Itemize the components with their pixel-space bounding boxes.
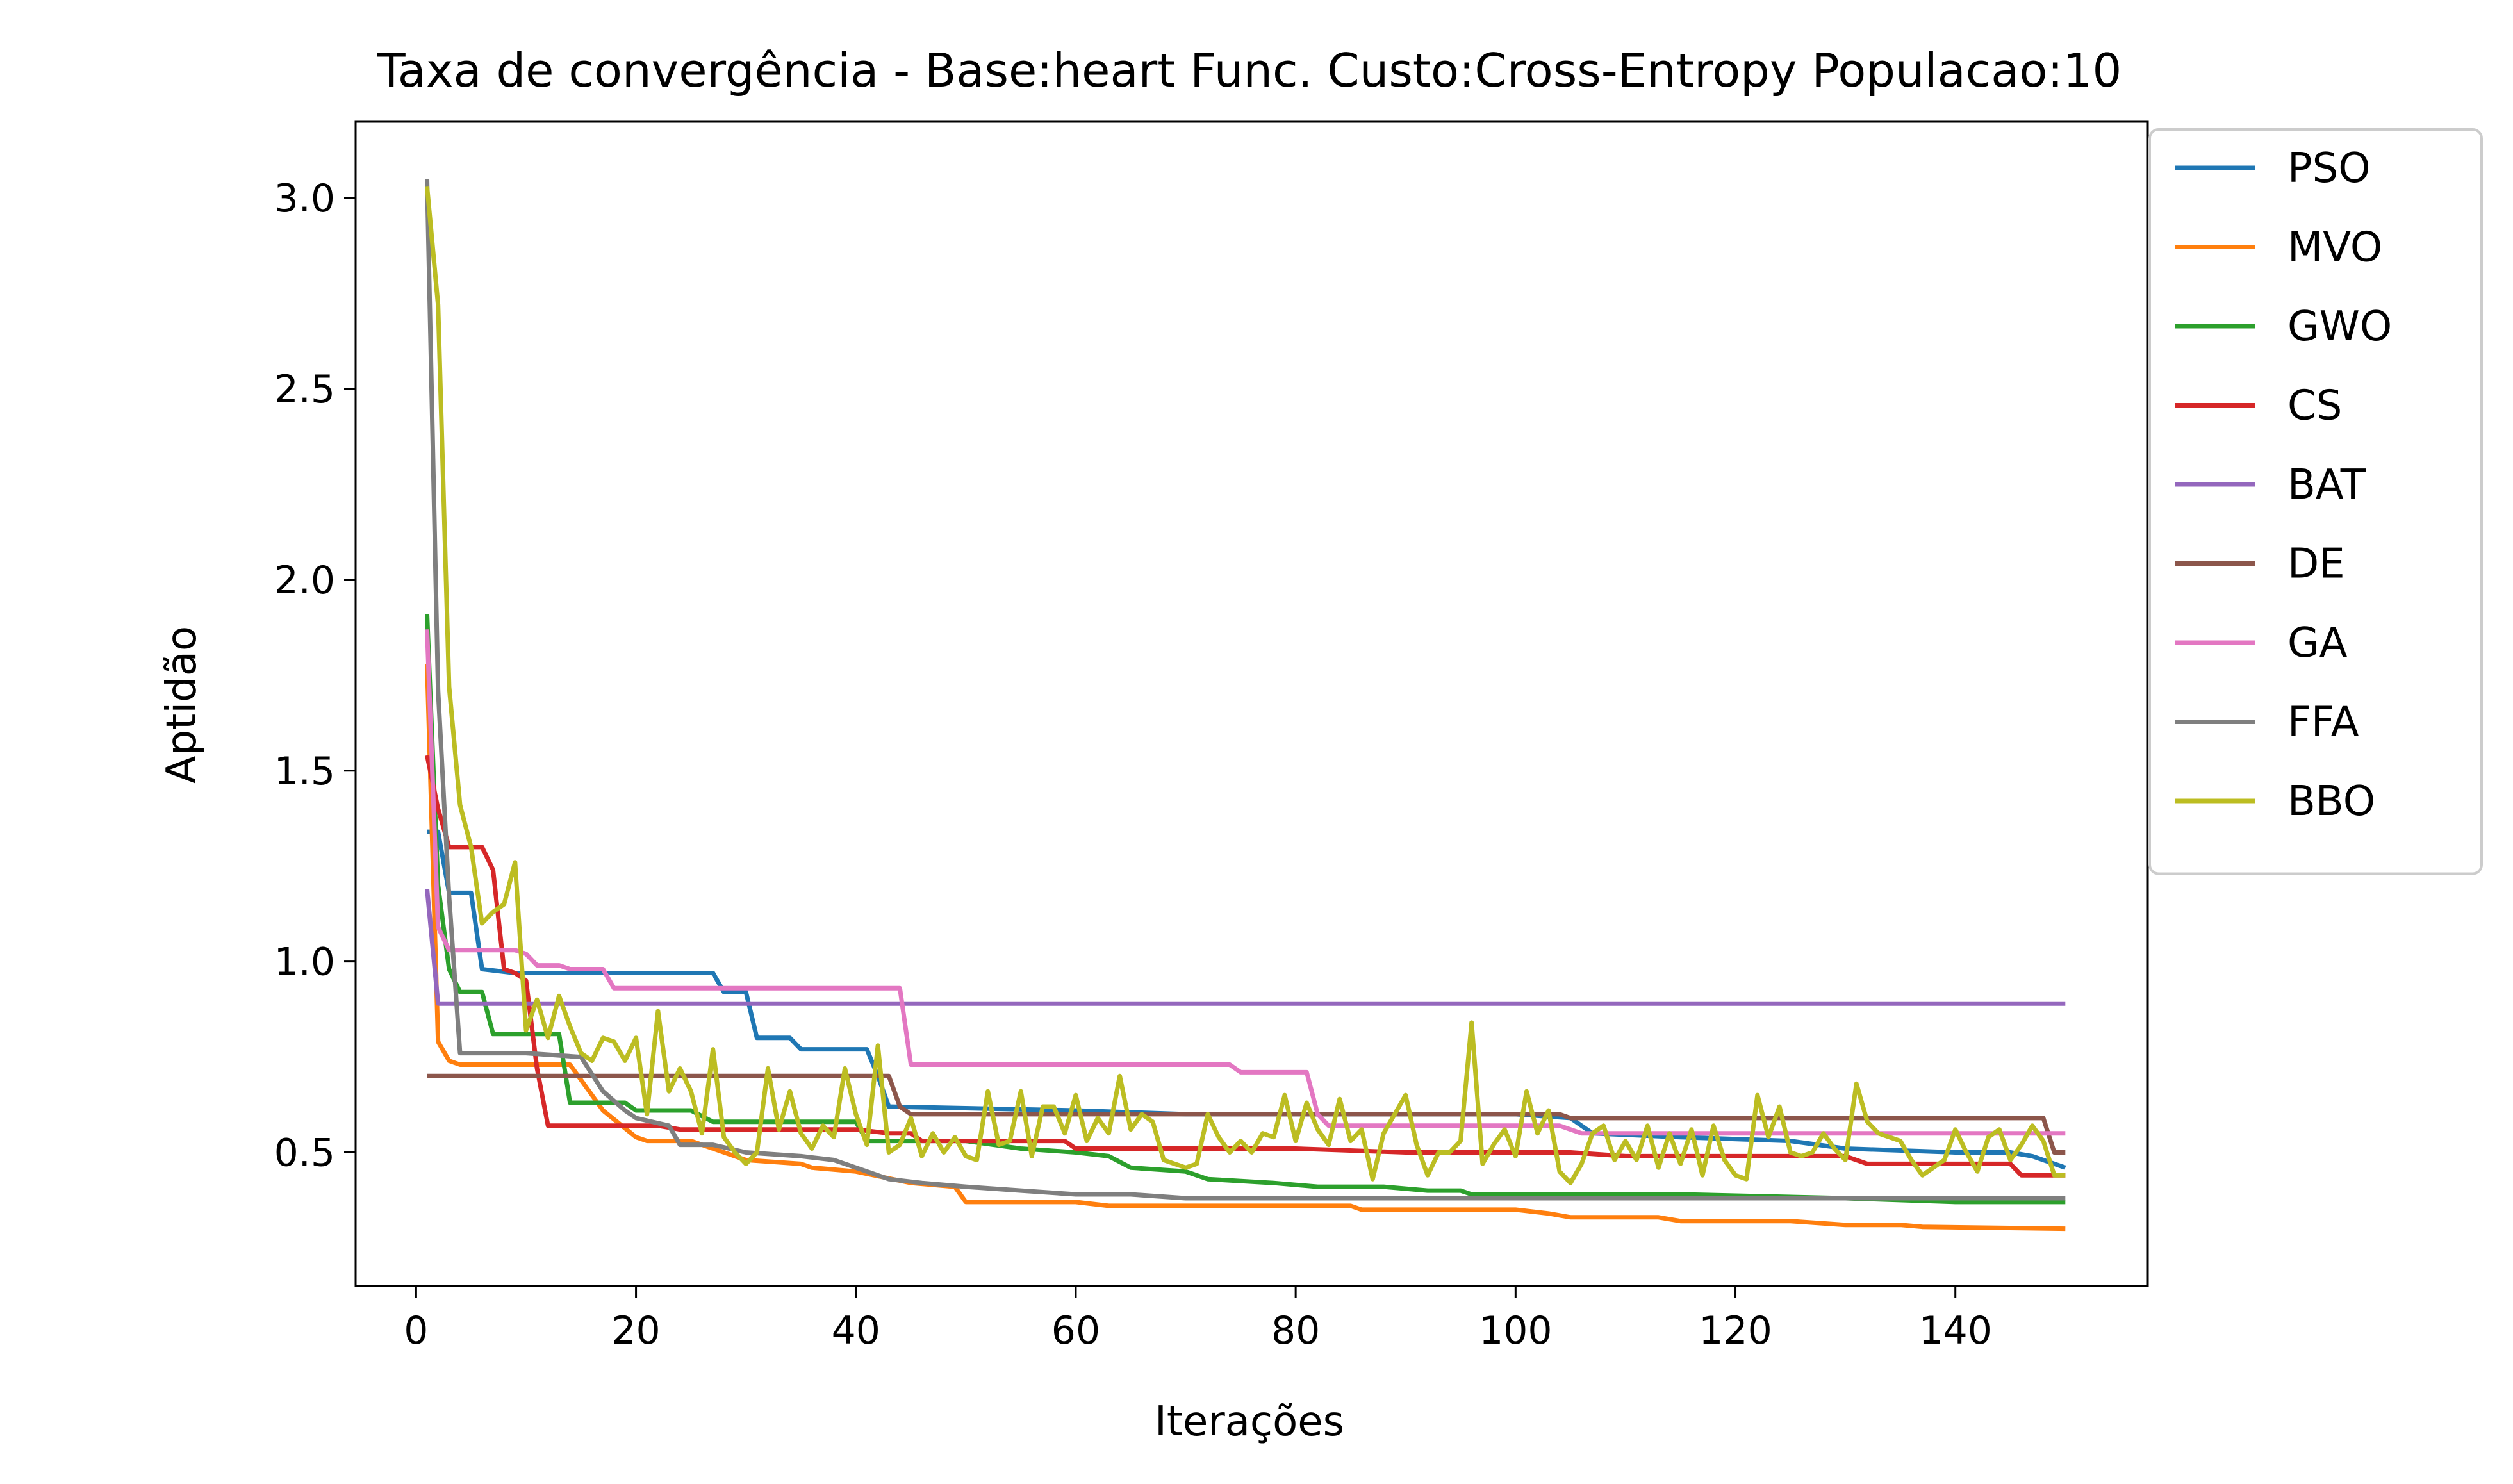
x-tick-label: 60 xyxy=(1051,1308,1100,1353)
x-axis-label: Iterações xyxy=(1155,1398,1344,1446)
legend-label-de: DE xyxy=(2287,541,2345,588)
legend-label-bat: BAT xyxy=(2287,461,2366,509)
y-tick-label: 2.5 xyxy=(274,367,335,412)
x-tick-label: 40 xyxy=(832,1308,880,1353)
x-tick-label: 80 xyxy=(1271,1308,1320,1353)
legend-label-ga: GA xyxy=(2287,620,2348,667)
plot-area xyxy=(425,179,2066,1232)
legend-label-mvo: MVO xyxy=(2287,224,2382,272)
legend-label-gwo: GWO xyxy=(2287,303,2392,350)
series-line-bbo xyxy=(425,186,2066,1185)
legend: PSO MVO GWO CS BAT DE GA FFA BBO xyxy=(2148,128,2483,875)
y-tick-label: 2.0 xyxy=(274,558,335,603)
series-line-gwo xyxy=(425,614,2066,1205)
y-tick-label: 0.5 xyxy=(274,1130,335,1175)
series-line-bat xyxy=(425,889,2066,1006)
legend-box xyxy=(2148,128,2483,875)
x-tick-label: 0 xyxy=(404,1308,428,1353)
y-tick-label: 1.0 xyxy=(274,940,335,985)
x-tick-label: 100 xyxy=(1479,1308,1553,1353)
y-tick-label: 1.5 xyxy=(274,749,335,794)
series-line-de xyxy=(427,1073,2066,1155)
legend-label-bbo: BBO xyxy=(2287,778,2375,825)
legend-label-pso: PSO xyxy=(2287,145,2371,192)
legend-label-cs: CS xyxy=(2287,383,2342,430)
x-tick-label: 120 xyxy=(1699,1308,1772,1353)
axes: 0 20 40 60 80 100 120 140 0.5 1.0 1.5 2.0 2.5 3.0 xyxy=(274,120,2149,1353)
x-tick-label: 20 xyxy=(611,1308,660,1353)
y-axis-label: Aptidão xyxy=(158,626,206,784)
y-tick-label: 3.0 xyxy=(274,176,335,221)
chart-title: Taxa de convergência - Base:heart Func. … xyxy=(377,44,2122,97)
x-tick-label: 140 xyxy=(1918,1308,1992,1353)
legend-label-ffa: FFA xyxy=(2287,699,2359,746)
plot-frame xyxy=(354,120,2149,1287)
